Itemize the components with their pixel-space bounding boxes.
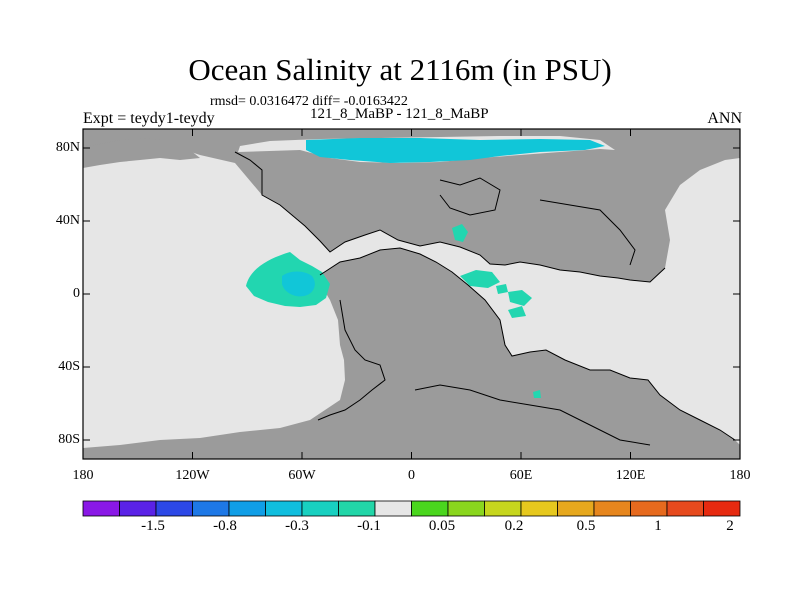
anomaly-patch-north-ocean <box>452 224 468 242</box>
coastline-north <box>234 151 666 283</box>
lat-label-40n: 40N <box>55 213 80 228</box>
colorbar-label-6: 0.2 <box>504 518 524 534</box>
colorbar-label-8: 1 <box>654 518 662 534</box>
colorbar-box <box>520 500 558 517</box>
colorbar-box <box>447 500 485 517</box>
plot-title: Ocean Salinity at 2116m (in PSU) <box>188 52 612 87</box>
lon-label-60e: 60E <box>509 468 533 483</box>
colorbar-box <box>630 500 668 517</box>
colorbar-box <box>484 500 522 517</box>
colorbar-box <box>82 500 120 517</box>
anomaly-patch-south <box>533 390 541 398</box>
colorbar-box <box>593 500 631 517</box>
anomaly-patch-tethys-a <box>460 270 500 288</box>
lon-label-180w: 180 <box>72 468 94 483</box>
anomaly-core-east-pacific <box>282 271 315 297</box>
coastline-south <box>319 247 736 441</box>
coastline-interior-a <box>317 299 386 421</box>
anomaly-patch-tethys-c <box>508 290 532 306</box>
anomaly-patch-tethys-d <box>508 306 526 318</box>
colorbar-label-3: -0.3 <box>285 518 309 534</box>
colorbar-box <box>301 500 339 517</box>
lon-label-180e: 180 <box>729 468 751 483</box>
colorbar <box>82 500 741 517</box>
lat-label-40s: 40S <box>58 359 80 374</box>
period-label: 121_8_MaBP - 121_8_MaBP <box>310 106 489 122</box>
colorbar-box <box>374 500 412 517</box>
colorbar-box <box>338 500 376 517</box>
land-south-central <box>83 248 740 459</box>
coastline-interior-b <box>439 177 501 216</box>
lat-label-80n: 80N <box>55 140 80 155</box>
colorbar-label-9: 2 <box>726 518 734 534</box>
colorbar-label-1: -1.5 <box>141 518 165 534</box>
land-north <box>83 129 740 282</box>
lon-label-60w: 60W <box>288 468 316 483</box>
coastline-interior-d <box>414 384 651 446</box>
lon-label-120w: 120W <box>175 468 210 483</box>
land-northwest-tip <box>83 138 200 168</box>
lon-label-120e: 120E <box>615 468 646 483</box>
colorbar-box <box>228 500 266 517</box>
colorbar-label-2: -0.8 <box>213 518 237 534</box>
colorbar-label-5: 0.05 <box>428 518 456 534</box>
lat-label-0: 0 <box>73 286 80 301</box>
anomaly-patch-tethys-b <box>496 284 508 294</box>
colorbar-label-4: -0.1 <box>357 518 381 534</box>
colorbar-label-7: 0.5 <box>576 518 596 534</box>
colorbar-box <box>119 500 157 517</box>
experiment-label: Expt = teydy1-teydy <box>83 110 215 127</box>
axis-ticks <box>82 129 741 459</box>
anomaly-patch-arctic <box>306 138 605 163</box>
colorbar-box <box>703 500 741 517</box>
stats-line: rmsd= 0.0316472 diff= -0.0163422 <box>210 94 408 109</box>
lat-label-80s: 80S <box>58 432 80 447</box>
lon-label-0: 0 <box>408 468 415 483</box>
colorbar-box <box>265 500 303 517</box>
season-label: ANN <box>707 110 742 127</box>
colorbar-box <box>666 500 704 517</box>
colorbar-box <box>557 500 595 517</box>
colorbar-box <box>192 500 230 517</box>
colorbar-box <box>155 500 193 517</box>
coastline-interior-c <box>539 199 636 266</box>
colorbar-box <box>411 500 449 517</box>
